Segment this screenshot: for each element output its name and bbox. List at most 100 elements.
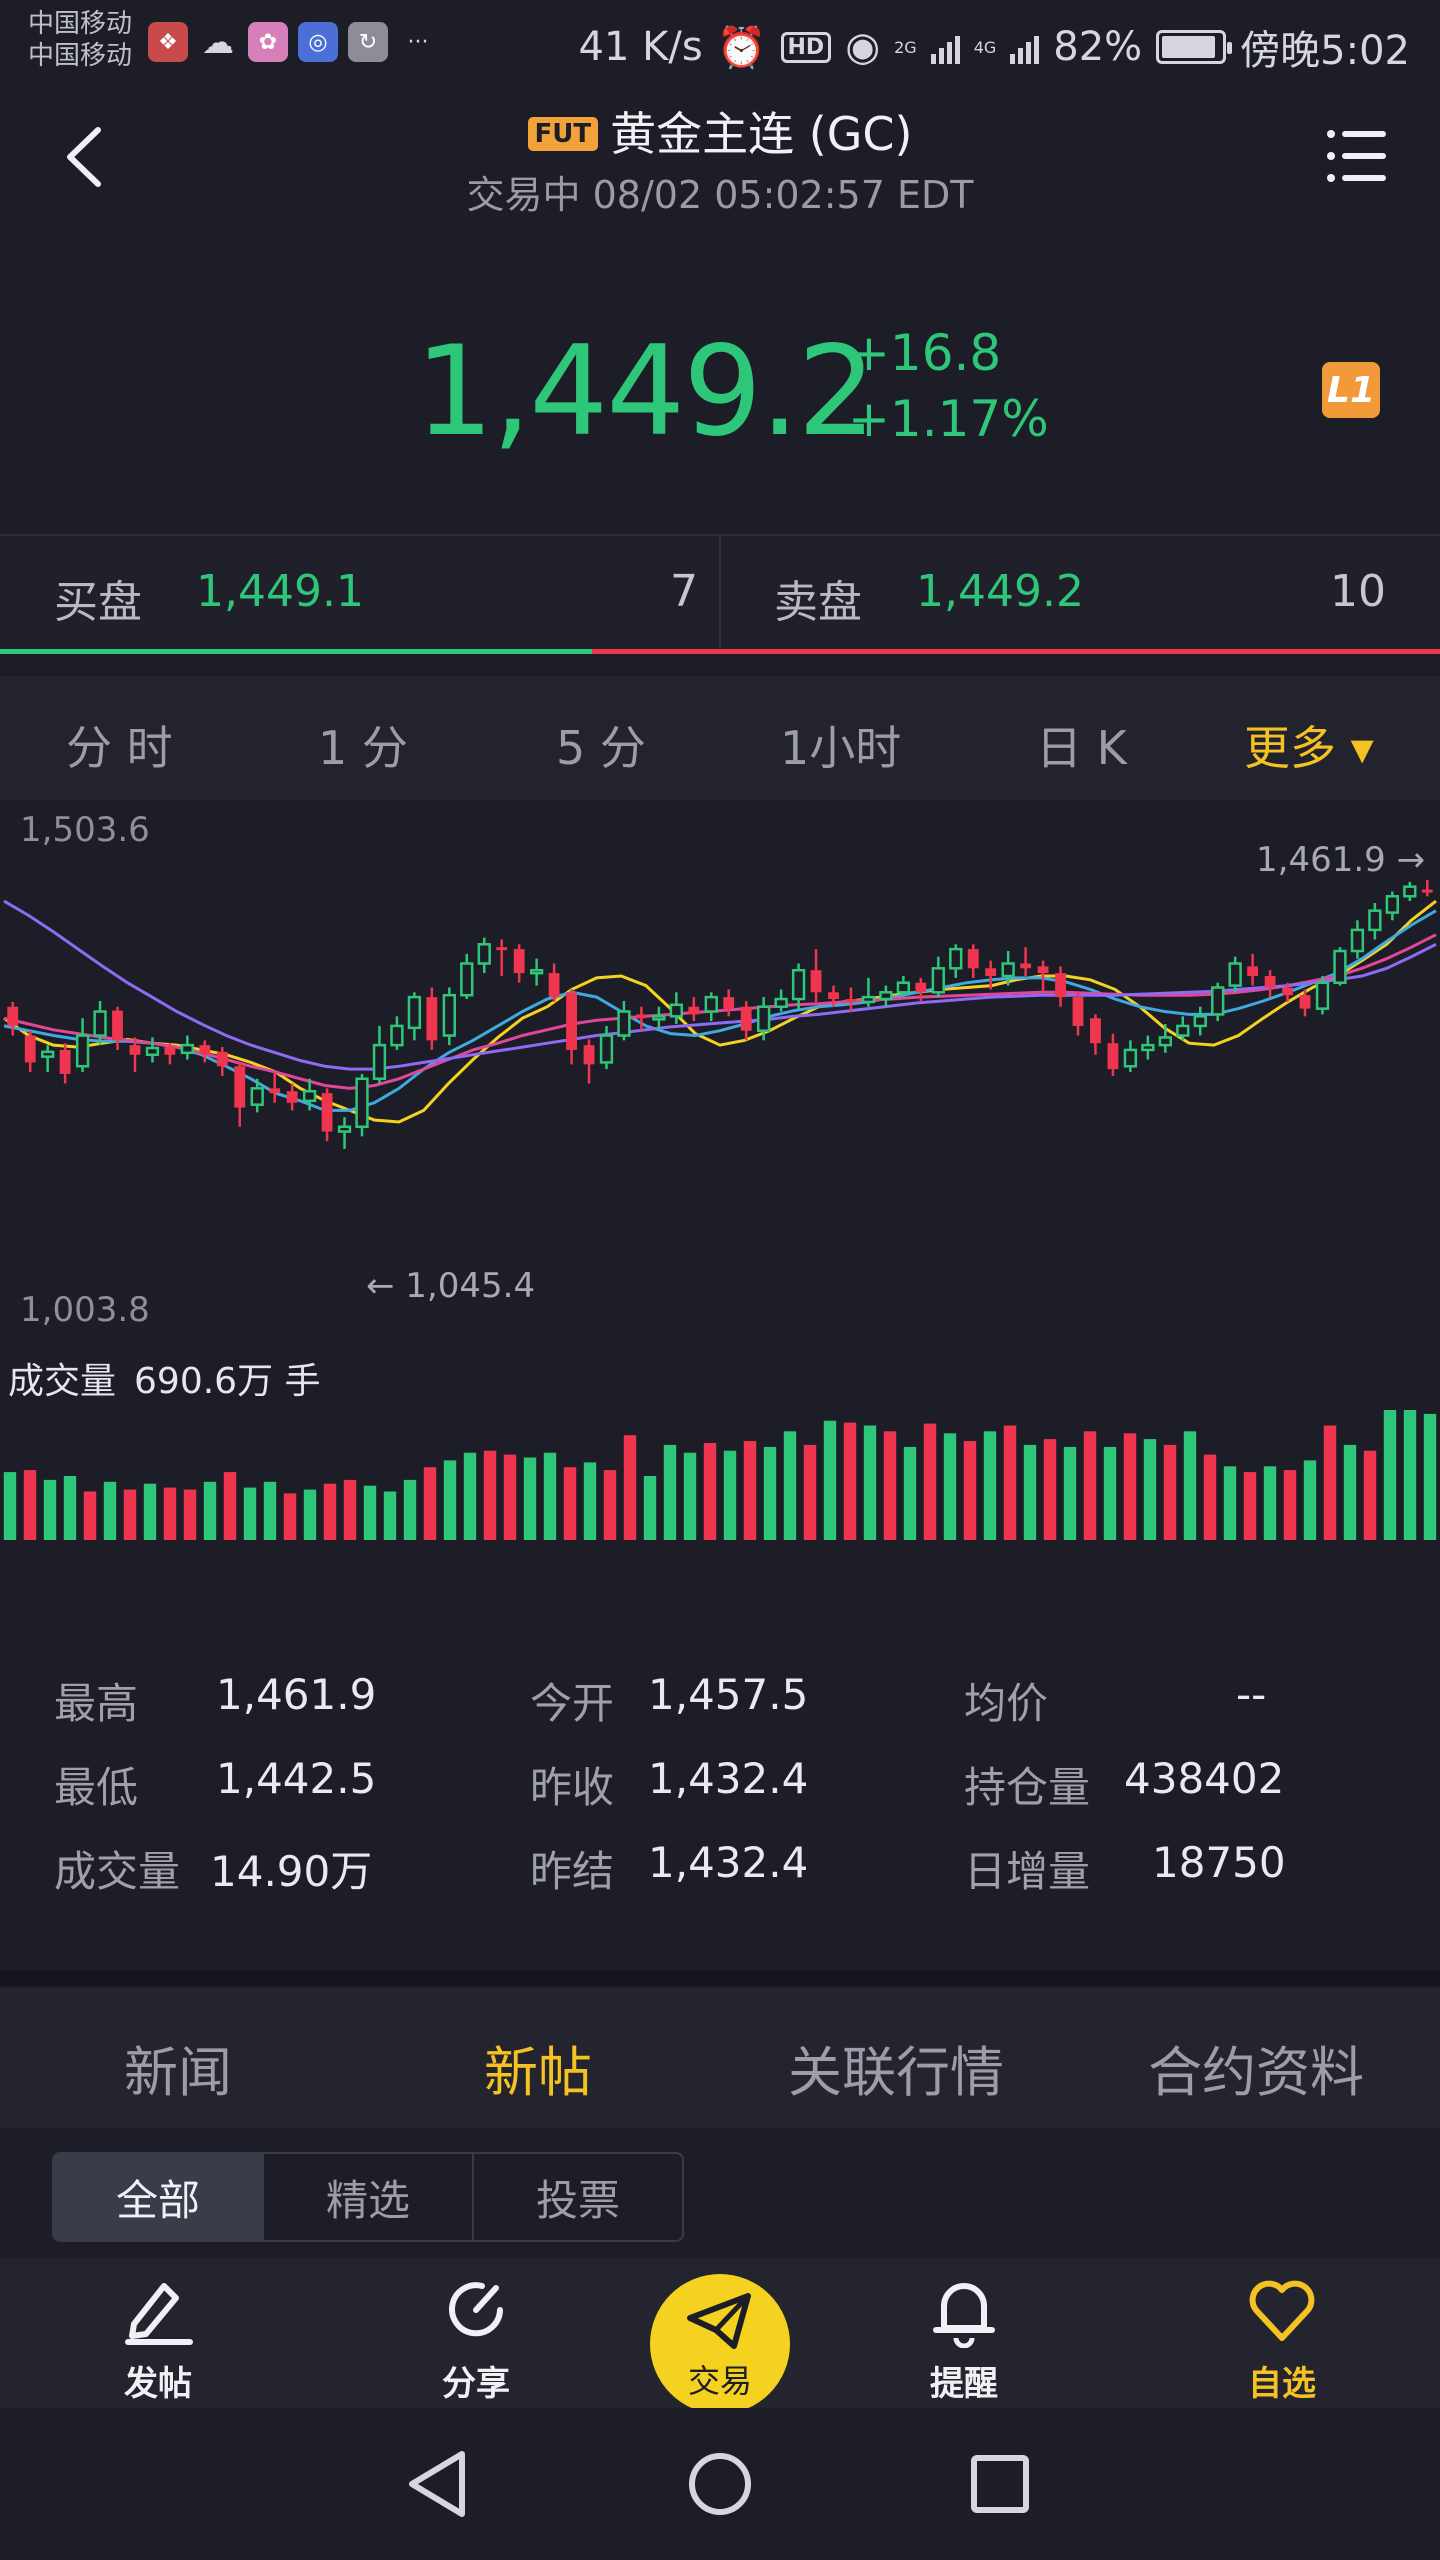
candle — [1072, 992, 1084, 1036]
candle — [566, 989, 577, 1065]
candlestick-svg[interactable] — [0, 800, 1440, 1560]
candle — [1228, 956, 1242, 993]
volume-bar — [1103, 1446, 1117, 1540]
volume-bar — [1063, 1446, 1077, 1540]
volume-bar — [1183, 1431, 1197, 1540]
volume-bar — [523, 1457, 537, 1540]
kline-chart[interactable]: 1,503.6 1,003.8 1,461.9 → ← 1,045.4 成交量 6… — [0, 800, 1440, 1560]
tab-1hour[interactable]: 1小时 — [780, 721, 902, 775]
candle — [129, 1037, 141, 1073]
tab-related-quotes[interactable]: 关联行情 — [788, 2041, 1004, 2104]
nav-recents-icon[interactable] — [971, 2455, 1029, 2513]
candle — [286, 1083, 298, 1111]
stat-prev-settle-label: 昨结 — [530, 1847, 615, 1896]
volume-bar — [303, 1489, 317, 1540]
bell-icon — [933, 2283, 995, 2348]
pen-icon — [125, 2283, 193, 2345]
tab-news[interactable]: 新闻 — [124, 2041, 232, 2104]
volume-bar — [983, 1431, 997, 1540]
candle — [1315, 975, 1330, 1015]
instrument-title: FUT 黄金主连 (GC) — [0, 98, 1440, 164]
share-label: 分享 — [442, 2364, 510, 2404]
trade-label: 交易 — [687, 2362, 752, 2400]
volume-bar — [1423, 1413, 1437, 1540]
candle — [617, 1000, 631, 1041]
watchlist-button[interactable]: 自选 — [1182, 2258, 1382, 2408]
candle — [756, 997, 771, 1041]
level1-badge[interactable]: L1 — [1322, 362, 1380, 418]
nav-home-icon[interactable] — [689, 2453, 751, 2515]
candle — [1350, 920, 1365, 959]
stat-avg-value: -- — [1236, 1670, 1267, 1719]
volume-bar — [323, 1483, 337, 1540]
battery-percent: 82% — [1053, 24, 1143, 70]
battery-icon — [1156, 30, 1233, 64]
candle — [426, 987, 438, 1050]
last-price: 1,449.2 — [415, 320, 876, 464]
stat-low-label: 最低 — [54, 1763, 139, 1812]
candle — [1158, 1024, 1172, 1053]
candle — [583, 1039, 595, 1084]
candle — [1421, 880, 1433, 897]
candle — [949, 944, 963, 978]
filter-all[interactable]: 全部 — [54, 2154, 264, 2240]
status-right: 41 K/s ⏰ HD ◉ 2G 4G 82% 傍晚5:02 — [579, 18, 1410, 76]
volume-bar — [1203, 1454, 1217, 1540]
clock: 傍晚5:02 — [1240, 28, 1410, 74]
volume-bar — [183, 1489, 197, 1540]
nav-back-icon[interactable] — [409, 2451, 465, 2517]
filter-featured[interactable]: 精选 — [264, 2154, 474, 2240]
tab-intraday[interactable]: 分 时 — [66, 721, 173, 775]
volume-bar — [463, 1452, 477, 1540]
book-divider — [719, 536, 721, 650]
candle — [1282, 982, 1293, 1002]
stat-low-value: 1,442.5 — [216, 1754, 377, 1803]
volume-bar — [943, 1433, 957, 1540]
candle — [250, 1078, 264, 1113]
tab-5min[interactable]: 5 分 — [556, 721, 646, 775]
volume-bar — [823, 1420, 837, 1540]
alarm-icon: ⏰ — [716, 24, 767, 71]
filter-polls[interactable]: 投票 — [535, 2175, 620, 2225]
tab-1min[interactable]: 1 分 — [318, 721, 408, 775]
share-button[interactable]: 分享 — [376, 2258, 576, 2408]
ma-line-4 — [3, 899, 1437, 1071]
back-icon[interactable] — [50, 122, 120, 192]
alert-button[interactable]: 提醒 — [864, 2258, 1064, 2408]
candle — [321, 1088, 333, 1142]
sync-notification-icon: ↻ — [348, 22, 388, 62]
tab-new-posts[interactable]: 新帖 — [484, 2041, 592, 2104]
menu-icon[interactable] — [1326, 128, 1388, 184]
candle — [1368, 903, 1382, 940]
candle — [1123, 1040, 1138, 1073]
carrier-1: 中国移动 — [28, 9, 133, 39]
tab-daily[interactable]: 日 K — [1036, 721, 1127, 775]
volume-bar — [763, 1446, 777, 1540]
order-book[interactable]: 买盘 1,449.1 7 卖盘 1,449.2 10 — [0, 534, 1440, 654]
volume-bar — [443, 1460, 457, 1540]
volume-bar — [203, 1481, 217, 1540]
candle — [1001, 951, 1015, 986]
bid-label: 买盘 — [54, 577, 142, 628]
candle — [810, 949, 822, 1002]
volume-bar — [1403, 1410, 1417, 1540]
candle — [704, 992, 718, 1022]
stat-volume-label: 成交量 — [54, 1847, 181, 1896]
ask-price: 1,449.2 — [916, 566, 1084, 617]
volume-bar — [283, 1493, 297, 1540]
volume-bar — [863, 1425, 877, 1540]
volume-bar — [643, 1476, 657, 1540]
trade-button[interactable]: 交易 — [650, 2274, 790, 2414]
candle — [1333, 947, 1347, 986]
volume-bar — [363, 1485, 377, 1540]
volume-bar — [663, 1444, 677, 1540]
tab-more[interactable]: 更多 ▾ — [1244, 721, 1374, 775]
volume-bar — [423, 1467, 437, 1540]
post-button[interactable]: 发帖 — [58, 2258, 258, 2408]
volume-bar — [3, 1472, 17, 1540]
volume-bar — [403, 1479, 417, 1540]
tab-contract-info[interactable]: 合约资料 — [1148, 2041, 1364, 2104]
candle — [477, 937, 491, 974]
candle — [24, 1030, 36, 1073]
section-divider — [0, 1970, 1440, 1986]
